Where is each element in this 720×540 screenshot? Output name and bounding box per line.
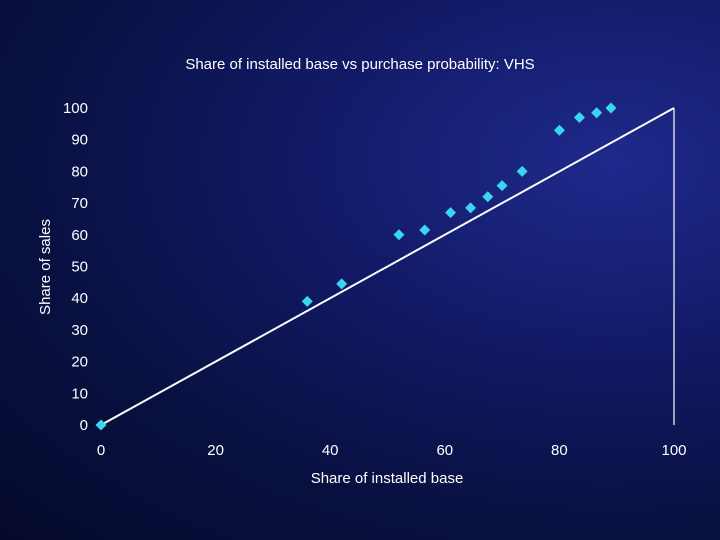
data-point [516, 165, 528, 177]
data-point [419, 224, 431, 236]
data-point [553, 124, 565, 136]
y-tick-label: 90 [71, 132, 88, 149]
y-tick-label: 20 [71, 354, 88, 371]
y-axis-label: Share of sales [37, 219, 54, 315]
data-point [482, 191, 494, 203]
x-axis-label: Share of installed base [311, 470, 464, 487]
x-tick-labels: 0 20 40 60 80 100 [97, 442, 687, 459]
x-tick-label: 80 [551, 442, 568, 459]
y-tick-label: 30 [71, 322, 88, 339]
y-tick-labels: 0 10 20 30 40 50 60 70 80 90 100 [63, 100, 88, 434]
data-point [301, 295, 313, 307]
data-point [95, 419, 107, 431]
x-tick-label: 60 [436, 442, 453, 459]
y-tick-label: 70 [71, 195, 88, 212]
x-tick-label: 100 [661, 442, 686, 459]
chart-title: Share of installed base vs purchase prob… [185, 56, 534, 73]
reference-line [100, 107, 675, 426]
data-points [95, 102, 617, 431]
y-tick-label: 60 [71, 227, 88, 244]
data-point [445, 207, 457, 219]
data-point [591, 107, 603, 119]
y-tick-label: 100 [63, 100, 88, 117]
data-point [393, 229, 405, 241]
data-point [573, 112, 585, 124]
y-tick-label: 10 [71, 385, 88, 402]
data-point [336, 278, 348, 290]
y-tick-label: 50 [71, 259, 88, 276]
y-tick-label: 80 [71, 163, 88, 180]
data-point [465, 202, 477, 214]
x-tick-label: 0 [97, 442, 105, 459]
data-point [496, 180, 508, 192]
reference-line-group [100, 107, 675, 426]
x-tick-label: 20 [207, 442, 224, 459]
y-tick-label: 0 [80, 417, 88, 434]
x-tick-label: 40 [322, 442, 339, 459]
y-tick-label: 40 [71, 290, 88, 307]
data-point [605, 102, 617, 114]
